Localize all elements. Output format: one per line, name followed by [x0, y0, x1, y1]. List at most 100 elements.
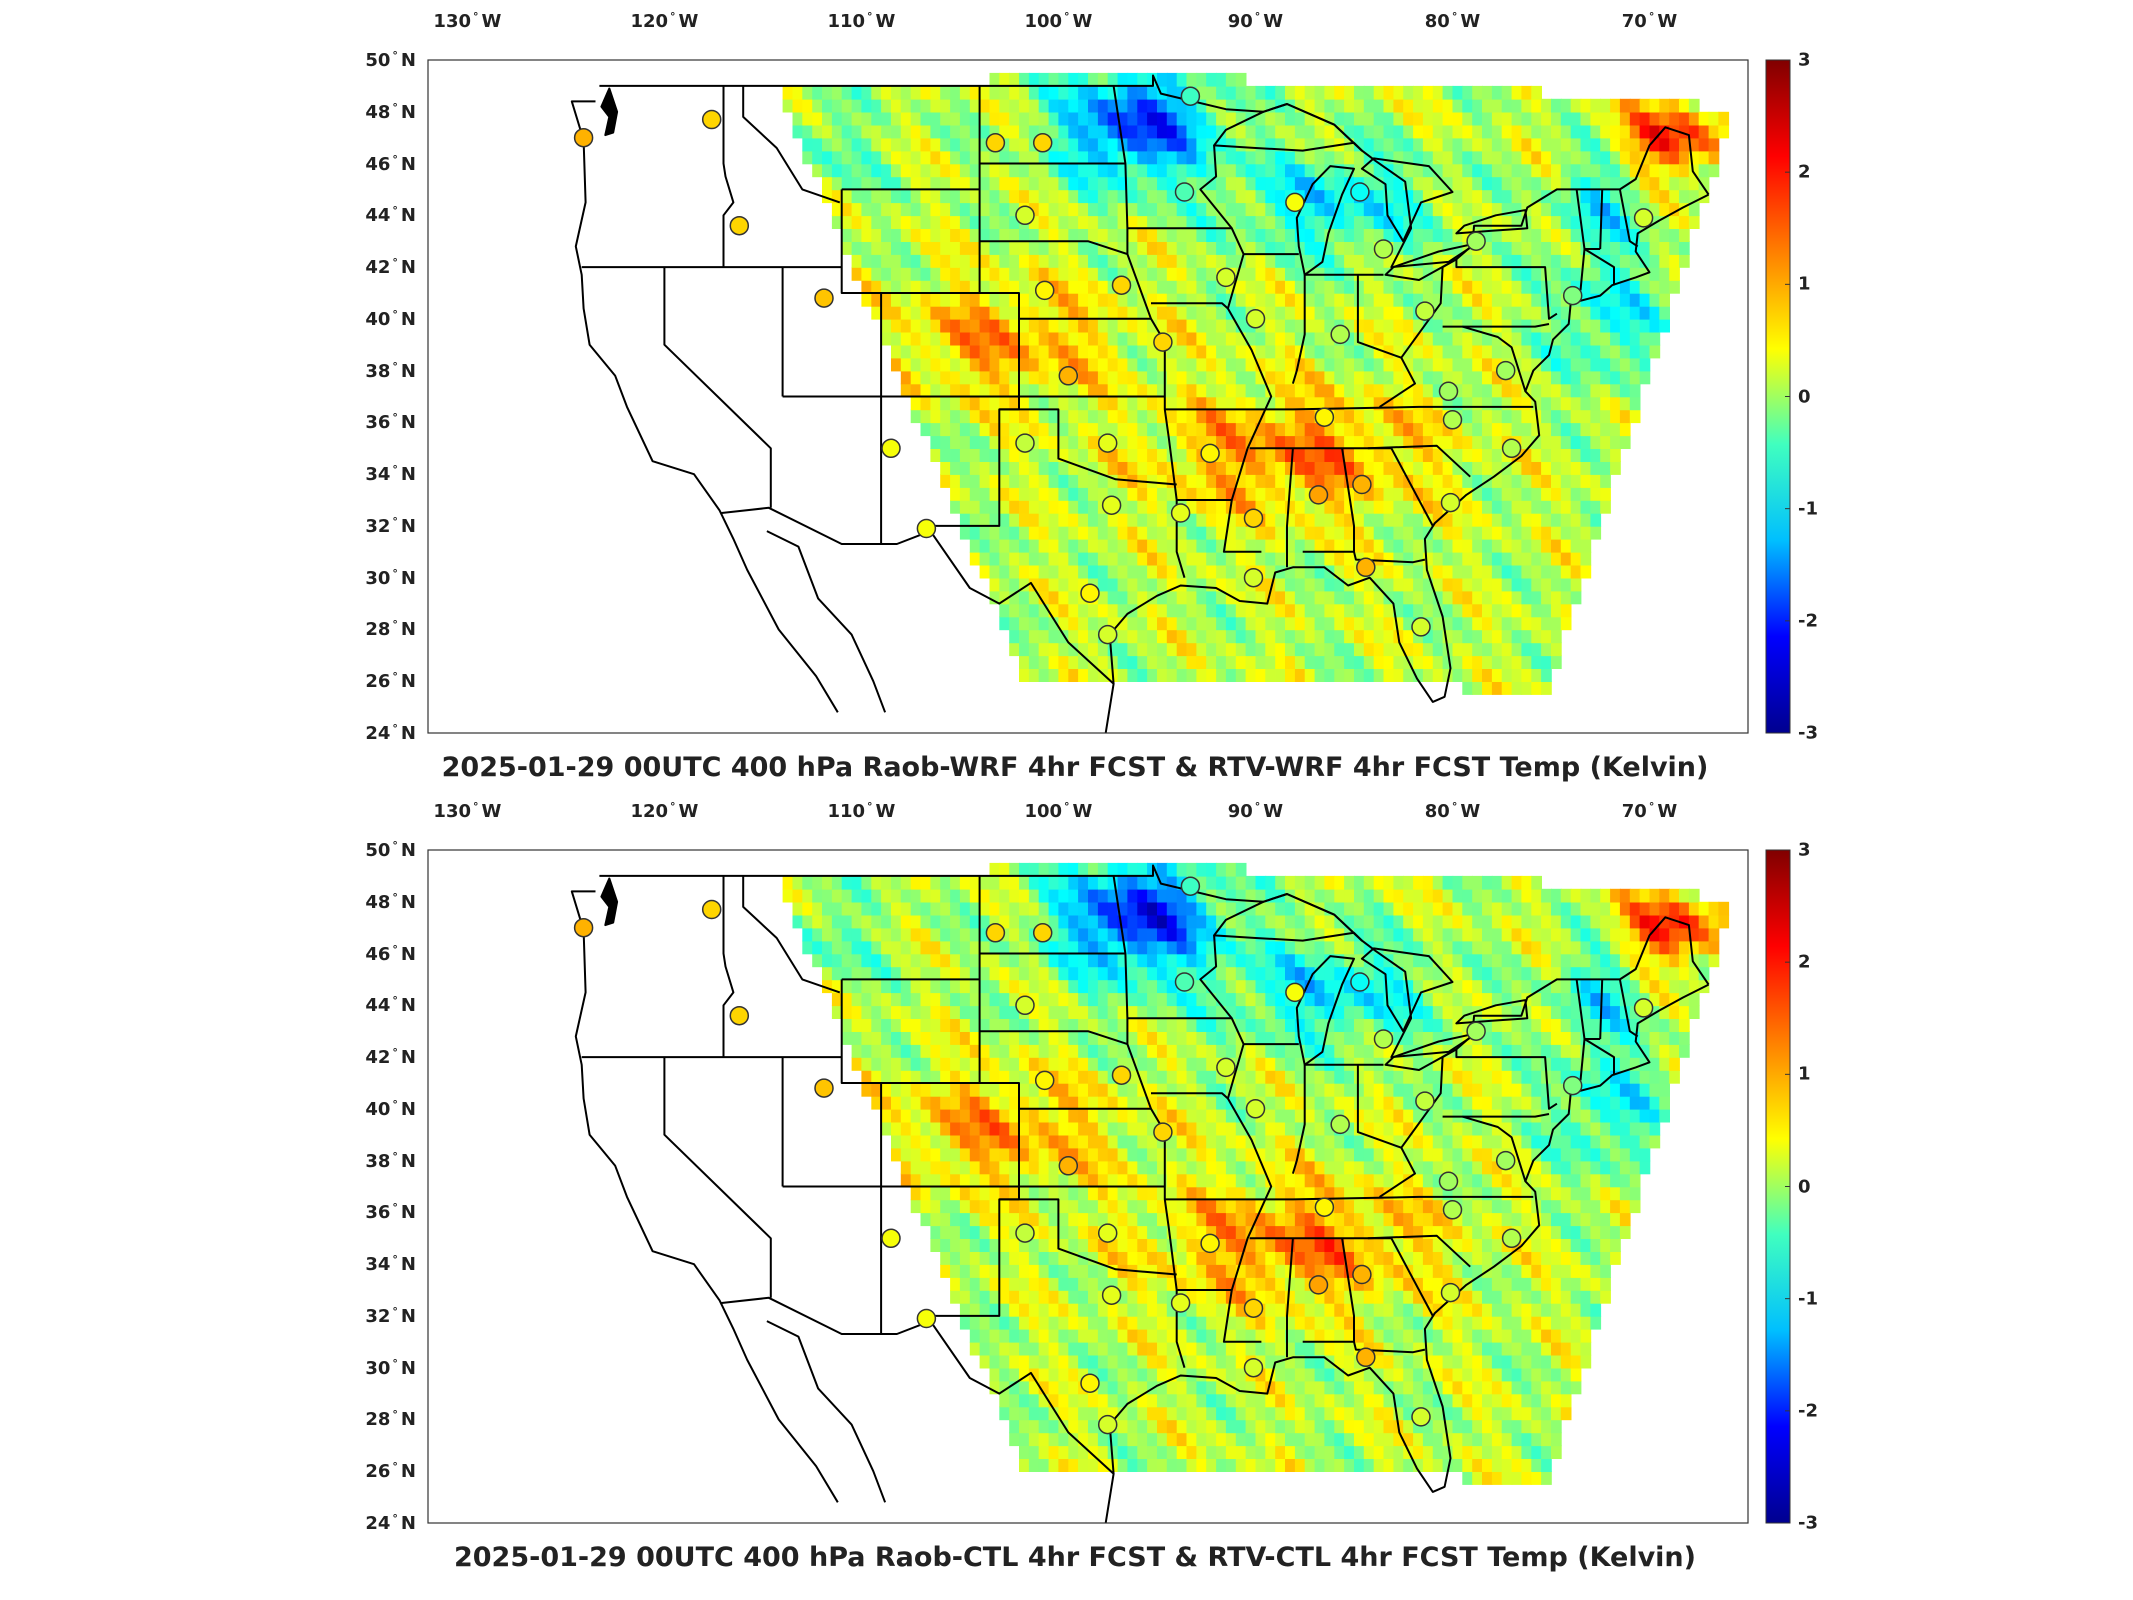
raob-station-marker: [1015, 1223, 1035, 1243]
colorbar-tick-label: -1: [1798, 498, 1818, 520]
latitude-label: 46 ° N: [365, 942, 416, 965]
latitude-label: 38 ° N: [365, 1149, 416, 1172]
longitude-label: 70 ° W: [1621, 800, 1678, 822]
raob-station-marker: [1373, 1029, 1394, 1049]
raob-station-marker: [1216, 267, 1236, 288]
latitude-label: 28 ° N: [365, 1408, 416, 1431]
raob-station-marker: [1111, 275, 1132, 295]
raob-station-marker: [1080, 1373, 1100, 1393]
raob-station-marker: [1330, 324, 1350, 345]
longitude-label: 90 ° W: [1227, 10, 1284, 32]
raob-station-marker: [1314, 407, 1335, 427]
map-outlines: [570, 864, 1710, 1524]
raob-station-marker: [985, 923, 1006, 943]
raob-station-marker: [985, 133, 1006, 153]
latitude-label: 26 ° N: [365, 670, 416, 693]
raob-station-marker: [1097, 624, 1118, 645]
raob-station-marker: [1245, 1099, 1266, 1119]
latitude-label: 46 ° N: [365, 152, 416, 175]
latitude-label: 32 ° N: [365, 1304, 416, 1327]
raob-station-marker: [1101, 495, 1122, 515]
longitude-label: 110 ° W: [827, 10, 896, 32]
colorbar-tick-label: 3: [1798, 49, 1811, 71]
raob-station-marker: [1411, 617, 1431, 637]
latitude-label: 50 ° N: [365, 49, 416, 71]
latitude-label: 30 ° N: [365, 1356, 416, 1379]
longitude-label: 130 ° W: [433, 10, 502, 32]
raob-station-marker: [1442, 410, 1463, 430]
latitude-label: 36 ° N: [365, 411, 416, 434]
latitude-label: 42 ° N: [365, 1046, 416, 1069]
temperature-difference-field: [782, 72, 1730, 695]
raob-station-marker: [1415, 301, 1435, 321]
raob-station-marker: [729, 215, 750, 236]
raob-station-marker: [1501, 438, 1522, 459]
latitude-label: 38 ° N: [365, 359, 416, 382]
raob-station-marker: [1174, 182, 1195, 202]
raob-station-marker: [1180, 86, 1201, 106]
raob-station-marker: [1562, 285, 1583, 306]
raob-station-marker: [1285, 982, 1305, 1003]
colorbar-tick-label: -2: [1798, 610, 1818, 632]
raob-stations: [573, 876, 1654, 1435]
panel-title: 2025-01-29 00UTC 400 hPa Raob-WRF 4hr FC…: [441, 752, 1709, 783]
raob-station-marker: [1032, 133, 1053, 153]
raob-station-marker: [1466, 231, 1486, 251]
map-panel-top: 2025-01-29 00UTC 400 hPa Raob-WRF 4hr FC…: [365, 10, 1818, 783]
raob-station-marker: [729, 1005, 750, 1026]
raob-station-marker: [814, 1078, 834, 1098]
raob-station-marker: [1373, 239, 1394, 259]
raob-station-marker: [1153, 1122, 1173, 1142]
raob-station-marker: [881, 1228, 901, 1249]
raob-station-marker: [1058, 1156, 1079, 1176]
raob-station-marker: [1153, 332, 1173, 352]
raob-station-marker: [916, 1308, 937, 1329]
longitude-label: 70 ° W: [1621, 10, 1678, 32]
colorbar-tick-label: 1: [1798, 273, 1811, 295]
longitude-label: 120 ° W: [630, 800, 699, 822]
latitude-label: 34 ° N: [365, 1253, 416, 1276]
latitude-label: 48 ° N: [365, 100, 416, 123]
map-frame: [427, 59, 1749, 734]
raob-station-marker: [573, 917, 594, 938]
colorbar-tick-label: 3: [1798, 839, 1811, 861]
raob-station-marker: [1440, 1282, 1461, 1303]
raob-station-marker: [1495, 1150, 1516, 1171]
raob-station-marker: [1350, 182, 1370, 202]
longitude-label: 80 ° W: [1424, 800, 1481, 822]
longitude-label: 80 ° W: [1424, 10, 1481, 32]
raob-station-marker: [1170, 503, 1191, 523]
raob-station-marker: [1356, 557, 1376, 578]
longitude-label: 110 ° W: [827, 800, 896, 822]
latitude-label: 36 ° N: [365, 1201, 416, 1224]
raob-station-marker: [1101, 1285, 1122, 1305]
raob-station-marker: [1034, 280, 1055, 301]
raob-station-marker: [1352, 474, 1372, 495]
raob-station-marker: [1415, 1091, 1435, 1111]
colorbar-tick-label: -2: [1798, 1400, 1818, 1422]
raob-station-marker: [1058, 366, 1079, 386]
raob-station-marker: [1200, 443, 1220, 464]
raob-station-marker: [1097, 1414, 1118, 1435]
raob-station-marker: [701, 109, 722, 130]
raob-station-marker: [916, 518, 937, 539]
raob-station-marker: [701, 899, 722, 920]
raob-station-marker: [1633, 208, 1654, 228]
colorbar-tick-label: 2: [1798, 951, 1811, 973]
panel-title: 2025-01-29 00UTC 400 hPa Raob-CTL 4hr FC…: [453, 1542, 1696, 1573]
raob-station-marker: [1216, 1057, 1236, 1078]
raob-station-marker: [1438, 381, 1459, 402]
map-frame: [427, 849, 1749, 1524]
raob-station-marker: [1442, 1200, 1463, 1220]
longitude-label: 100 ° W: [1024, 800, 1093, 822]
raob-station-marker: [1440, 492, 1461, 513]
raob-station-marker: [1314, 1197, 1335, 1217]
raob-station-marker: [1200, 1233, 1220, 1254]
latitude-label: 30 ° N: [365, 566, 416, 589]
raob-station-marker: [881, 438, 901, 459]
raob-station-marker: [1245, 309, 1266, 329]
raob-station-marker: [1350, 972, 1370, 992]
raob-station-marker: [1243, 567, 1264, 588]
latitude-label: 24 ° N: [365, 722, 416, 744]
raob-station-marker: [1633, 998, 1654, 1018]
